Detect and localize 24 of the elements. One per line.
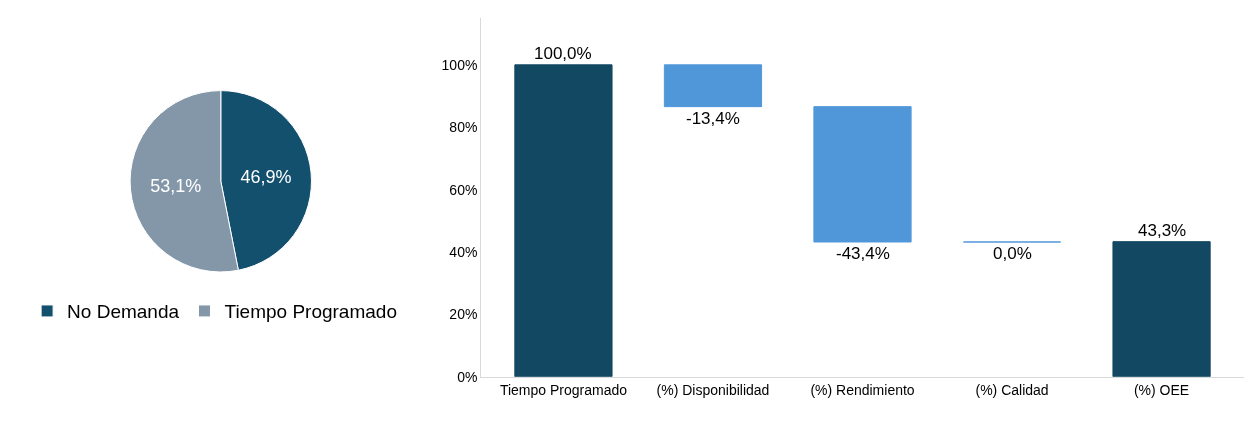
legend-label: Tiempo Programado: [224, 301, 397, 323]
x-tick-label: (%) Disponibilidad: [656, 381, 770, 398]
y-tick-label: 60%: [449, 181, 478, 198]
bar: [514, 64, 613, 377]
x-tick-label: (%) Calidad: [975, 381, 1049, 398]
data-label: 100,0%: [534, 44, 592, 63]
bar: [813, 106, 912, 243]
x-tick-label: (%) OEE: [1133, 381, 1190, 398]
data-label: 46,9%: [240, 166, 292, 187]
y-tick-label: 20%: [449, 306, 478, 323]
data-label: 43,3%: [1138, 221, 1187, 240]
data-label: -43,4%: [836, 244, 890, 263]
data-label: 0,0%: [993, 244, 1032, 263]
bar: [1112, 241, 1211, 377]
x-tick-label: Tiempo Programado: [499, 381, 628, 398]
data-label: 53,1%: [150, 175, 202, 196]
y-tick-label: 100%: [441, 56, 478, 73]
data-label: -13,4%: [686, 109, 740, 128]
x-tick-label: (%) Rendimiento: [810, 381, 915, 398]
legend-label: No Demanda: [67, 301, 180, 323]
y-tick-label: 40%: [449, 243, 478, 260]
y-tick-label: 80%: [449, 119, 478, 136]
bar: [663, 64, 763, 108]
y-tick-label: 0%: [457, 368, 478, 385]
